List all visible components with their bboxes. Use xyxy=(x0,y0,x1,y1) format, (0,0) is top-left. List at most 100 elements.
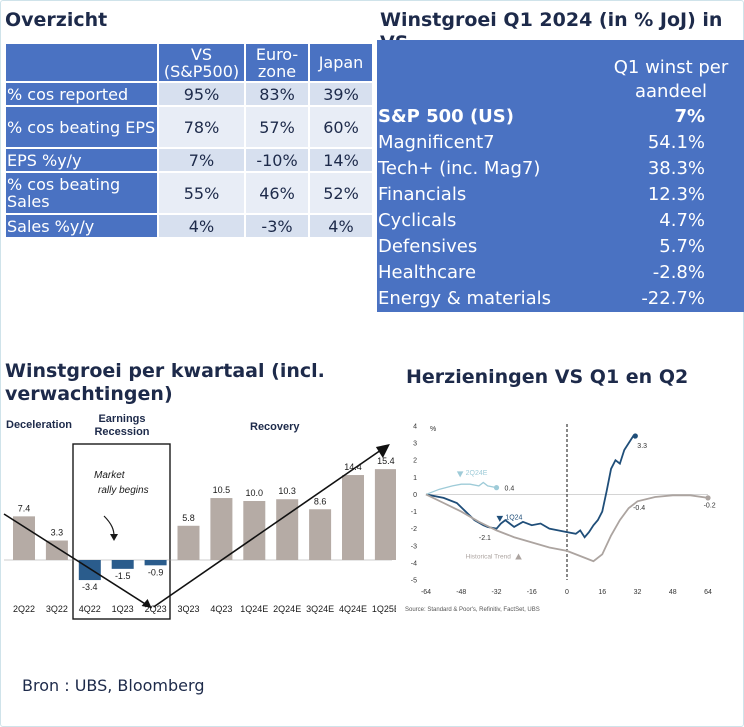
bar xyxy=(45,540,68,560)
bar-value-label: -1.5 xyxy=(115,571,131,581)
bar xyxy=(276,499,299,560)
category-label: 3Q24E xyxy=(306,604,334,614)
x-tick-label: -32 xyxy=(491,589,501,596)
bar-value-label: 10.5 xyxy=(213,485,231,495)
annotation-line: Market xyxy=(94,470,126,481)
table-row: Tech+ (inc. Mag7) 38.3% xyxy=(378,156,743,181)
table-row: EPS %y/y 7% -10% 14% xyxy=(4,147,374,173)
recession-box xyxy=(72,443,171,620)
cell: 4% xyxy=(157,213,246,239)
cell: -10% xyxy=(244,147,310,173)
bar xyxy=(309,509,332,560)
table-row: Cyclicals 4.7% xyxy=(378,208,743,233)
series-endpoint xyxy=(705,495,711,501)
y-tick-label: 1 xyxy=(413,475,417,482)
row-value: 38.3% xyxy=(647,158,705,179)
cell: 55% xyxy=(157,171,246,215)
y-tick-label: -3 xyxy=(411,543,417,550)
cell: 39% xyxy=(308,81,374,107)
series-value-label: -0.2 xyxy=(704,502,716,509)
annotation-arrow xyxy=(103,515,115,537)
category-label: 4Q24E xyxy=(339,604,367,614)
annotation-line: rally begins xyxy=(98,485,149,496)
series-value-label: -2.1 xyxy=(479,535,491,542)
row-label: EPS %y/y xyxy=(4,147,159,173)
bar-value-label: 15.4 xyxy=(377,456,395,466)
overview-corner xyxy=(4,42,159,83)
y-tick-label: -2 xyxy=(411,526,417,533)
row-label: Defensives xyxy=(378,236,478,257)
overview-title: Overzicht xyxy=(5,9,108,31)
series-end-label: 3.3 xyxy=(637,443,647,450)
row-value: -22.7% xyxy=(641,288,705,309)
bar xyxy=(243,501,266,560)
phase-label: Recovery xyxy=(250,421,300,433)
series-marker xyxy=(456,471,464,478)
category-label: 4Q22 xyxy=(79,604,101,614)
cell: 60% xyxy=(308,105,374,149)
growth-header: Q1 winst per aandeel xyxy=(613,57,729,102)
series-value-label: -0.4 xyxy=(633,505,645,512)
cell: -3% xyxy=(244,213,310,239)
table-row: Financials 12.3% xyxy=(378,182,743,207)
row-label: Tech+ (inc. Mag7) xyxy=(378,158,541,179)
row-label: S&P 500 (US) xyxy=(378,106,514,127)
row-label: Energy & materials xyxy=(378,288,552,309)
row-value: 7% xyxy=(674,106,705,127)
y-axis-label: % xyxy=(430,426,436,433)
row-label: Cyclicals xyxy=(378,210,457,231)
chart-source: Source: Standard & Poor's, Refinitiv, Fa… xyxy=(405,607,540,613)
row-label: % cos beating EPS xyxy=(4,105,159,149)
row-label: % cos reported xyxy=(4,81,159,107)
row-label: % cos beating Sales xyxy=(4,171,159,215)
category-label: 3Q22 xyxy=(46,604,68,614)
annotation-label: Market rally begins xyxy=(94,470,149,496)
bar-value-label: 10.3 xyxy=(278,486,296,496)
x-tick-label: 0 xyxy=(565,589,569,596)
trend-arrowhead xyxy=(141,599,152,608)
y-tick-label: -1 xyxy=(411,509,417,516)
table-row: Healthcare -2.8% xyxy=(378,260,743,285)
phase-label: Earnings Recession xyxy=(94,413,149,438)
source-note: Bron : UBS, Bloomberg xyxy=(22,676,205,695)
row-label: Healthcare xyxy=(378,262,477,283)
category-label: 2Q22 xyxy=(13,604,35,614)
overview-col-header: Japan xyxy=(308,42,374,83)
row-value: 12.3% xyxy=(647,184,705,205)
cell: 52% xyxy=(308,171,374,215)
table-row: S&P 500 (US) 7% xyxy=(378,104,743,129)
category-label: 3Q23 xyxy=(177,604,199,614)
series-endpoint xyxy=(493,485,500,491)
bar-value-label: 3.3 xyxy=(51,528,64,538)
x-tick-label: 48 xyxy=(669,589,677,596)
bar-value-label: -3.4 xyxy=(82,582,98,592)
row-value: 54.1% xyxy=(647,132,705,153)
bar-chart-title: Winstgroei per kwartaal (incl. verwachti… xyxy=(5,360,325,405)
x-tick-label: 64 xyxy=(704,589,712,596)
category-label: 4Q23 xyxy=(210,604,232,614)
category-label: 1Q24E xyxy=(240,604,268,614)
y-tick-label: 2 xyxy=(413,458,417,465)
x-tick-label: 32 xyxy=(634,589,642,596)
y-tick-label: -4 xyxy=(411,560,417,567)
table-row: % cos beating EPS 78% 57% 60% xyxy=(4,105,374,149)
series-marker xyxy=(496,515,504,522)
y-tick-label: -5 xyxy=(411,578,417,585)
row-label: Financials xyxy=(378,184,467,205)
series-line xyxy=(425,481,497,496)
category-label: 2Q23 xyxy=(145,604,167,614)
bar-value-label: 10.0 xyxy=(246,488,264,498)
cell: 46% xyxy=(244,171,310,215)
bar-value-label: 5.8 xyxy=(182,513,195,523)
series-name-label: 2Q24E xyxy=(466,470,488,477)
bar xyxy=(374,469,396,560)
cell: 4% xyxy=(308,213,374,239)
overview-col-header: Euro-zone xyxy=(244,42,310,83)
bar xyxy=(144,560,167,566)
bar-value-label: 7.4 xyxy=(18,503,31,513)
category-label: 1Q25E xyxy=(372,604,396,614)
bar xyxy=(177,525,200,560)
row-label: Sales %y/y xyxy=(4,213,159,239)
phase-label-line: Earnings xyxy=(98,413,145,425)
table-row: Energy & materials -22.7% xyxy=(378,286,743,311)
